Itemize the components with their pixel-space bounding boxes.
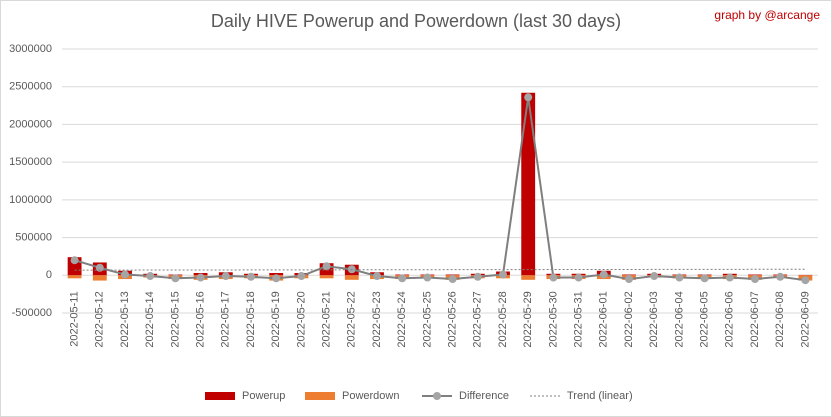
y-tick-label: 500000 (15, 231, 52, 243)
x-tick-label: 2022-05-23 (371, 291, 383, 347)
chart-title: Daily HIVE Powerup and Powerdown (last 3… (211, 11, 621, 31)
x-tick-label: 2022-05-20 (295, 291, 307, 347)
x-tick-label: 2022-06-06 (724, 291, 736, 347)
x-tick-label: 2022-05-13 (119, 291, 131, 347)
point (574, 273, 583, 282)
legend-swatch (433, 392, 441, 400)
point (322, 262, 331, 271)
legend-label: Difference (459, 390, 509, 402)
point (196, 273, 205, 282)
point (70, 256, 79, 265)
x-tick-label: 2022-05-24 (396, 291, 408, 347)
point (625, 275, 633, 284)
point (347, 265, 356, 274)
point (801, 276, 810, 285)
bar (521, 92, 536, 276)
point (599, 270, 608, 279)
x-tick-label: 2022-06-03 (648, 291, 660, 347)
legend-swatch (305, 392, 335, 400)
point (499, 270, 507, 279)
bar (319, 275, 334, 279)
x-tick-label: 2022-05-19 (270, 291, 282, 347)
x-tick-label: 2022-05-16 (195, 291, 207, 347)
point (524, 93, 533, 102)
x-tick-label: 2022-05-27 (472, 291, 484, 347)
point (297, 272, 306, 281)
point (549, 273, 558, 282)
x-tick-label: 2022-05-26 (447, 291, 459, 347)
x-tick-label: 2022-05-11 (69, 291, 81, 346)
point (776, 272, 785, 281)
y-tick-label: 3000000 (9, 43, 52, 55)
x-tick-label: 2022-05-17 (220, 291, 232, 347)
x-tick-label: 2022-06-01 (598, 291, 610, 347)
x-tick-label: 2022-05-22 (346, 291, 358, 347)
point (247, 272, 255, 281)
legend-label: Powerdown (342, 390, 399, 402)
point (121, 270, 129, 279)
x-tick-label: 2022-05-25 (421, 291, 433, 347)
y-tick-label: 0 (46, 269, 52, 281)
bar (67, 275, 82, 279)
x-tick-label: 2022-06-02 (623, 291, 635, 347)
point (700, 274, 709, 283)
y-tick-label: 1000000 (9, 194, 52, 206)
bar (269, 273, 284, 276)
legend-label: Trend (linear) (567, 390, 633, 402)
x-tick-label: 2022-06-08 (774, 291, 786, 347)
point (398, 274, 407, 283)
bar (748, 274, 762, 276)
credit: graph by @arcange (714, 8, 820, 22)
point (171, 274, 180, 283)
line (74, 97, 806, 282)
bar (521, 275, 536, 280)
x-tick-label: 2022-06-09 (799, 291, 811, 347)
point (95, 263, 104, 272)
bar (445, 274, 460, 276)
legend-label: Powerup (242, 390, 285, 402)
x-tick-label: 2022-05-31 (573, 291, 585, 347)
y-tick-label: 2500000 (9, 81, 52, 93)
point (448, 275, 457, 284)
legend-swatch (205, 392, 235, 400)
point (650, 272, 659, 281)
point (146, 272, 155, 281)
x-tick-label: 2022-05-21 (321, 291, 333, 347)
point (725, 273, 734, 282)
x-tick-label: 2022-05-14 (144, 291, 156, 347)
x-tick-label: 2022-05-15 (169, 291, 181, 347)
point (423, 273, 432, 282)
x-tick-label: 2022-05-30 (547, 291, 559, 347)
point (373, 272, 381, 281)
x-tick-label: 2022-05-28 (497, 291, 509, 347)
x-tick-label: 2022-05-12 (94, 291, 106, 347)
bar (92, 275, 107, 281)
bar (622, 274, 636, 276)
point (272, 274, 281, 283)
x-tick-label: 2022-06-07 (749, 291, 761, 347)
y-tick-label: 2000000 (9, 118, 52, 130)
x-tick-label: 2022-06-05 (699, 291, 711, 347)
point (473, 272, 482, 281)
bar (344, 275, 359, 280)
trend-line (74, 268, 806, 271)
x-tick-label: 2022-06-04 (673, 291, 685, 347)
y-tick-label: -500000 (12, 307, 52, 319)
point (221, 272, 230, 281)
x-tick-label: 2022-05-18 (245, 291, 257, 347)
point (751, 275, 759, 284)
x-tick-label: 2022-05-29 (522, 291, 534, 347)
y-tick-label: 1500000 (9, 156, 52, 168)
point (675, 273, 684, 282)
